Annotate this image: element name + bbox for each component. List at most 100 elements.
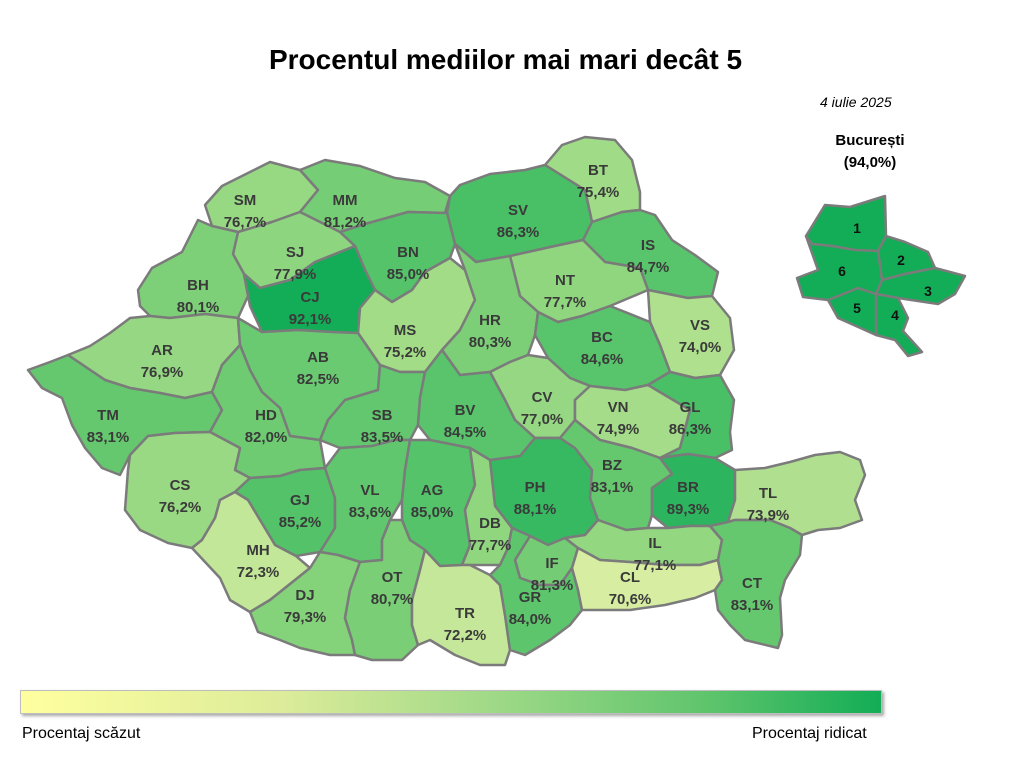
county-mh-value: 72,3% [237, 564, 280, 581]
county-br-value: 89,3% [667, 501, 710, 518]
county-dj-code: DJ [295, 587, 314, 604]
sector-6-label: 6 [838, 263, 846, 279]
county-ot-code: OT [382, 569, 403, 586]
county-ph-code: PH [525, 479, 546, 496]
county-sb-code: SB [372, 407, 393, 424]
county-cj-code: CJ [300, 289, 319, 306]
county-vs-code: VS [690, 317, 710, 334]
county-ct-value: 83,1% [731, 597, 774, 614]
sector-5-label: 5 [853, 300, 861, 316]
bucharest-sectors-map [795, 194, 967, 358]
county-bz-code: BZ [602, 457, 622, 474]
county-nt-code: NT [555, 272, 575, 289]
county-gl-code: GL [680, 399, 701, 416]
county-tl-value: 73,9% [747, 507, 790, 524]
county-ab-value: 82,5% [297, 371, 340, 388]
county-sv-value: 86,3% [497, 224, 540, 241]
county-vn-code: VN [608, 399, 629, 416]
county-ms-code: MS [394, 322, 417, 339]
county-hr-code: HR [479, 312, 501, 329]
county-bv-code: BV [455, 402, 476, 419]
county-tm-value: 83,1% [87, 429, 130, 446]
county-sv-code: SV [508, 202, 528, 219]
county-ar-code: AR [151, 342, 173, 359]
county-ab-code: AB [307, 349, 329, 366]
county-sm-code: SM [234, 192, 257, 209]
county-db-code: DB [479, 515, 501, 532]
county-vn-value: 74,9% [597, 421, 640, 438]
county-dj-value: 79,3% [284, 609, 327, 626]
county-bt-value: 75,4% [577, 184, 620, 201]
county-db-value: 77,7% [469, 537, 512, 554]
county-cl-region[interactable] [570, 546, 724, 612]
county-hd-code: HD [255, 407, 277, 424]
county-vl-code: VL [360, 482, 379, 499]
county-cl-value: 70,6% [609, 591, 652, 608]
sector-4-region[interactable] [874, 292, 924, 358]
county-bc-code: BC [591, 329, 613, 346]
county-mh-code: MH [246, 542, 269, 559]
county-ct-code: CT [742, 575, 762, 592]
county-sm-value: 76,7% [224, 214, 267, 231]
county-mh-region[interactable] [190, 490, 312, 614]
county-cs-value: 76,2% [159, 499, 202, 516]
county-if-code: IF [545, 555, 558, 572]
county-ag-code: AG [421, 482, 444, 499]
county-bh-code: BH [187, 277, 209, 294]
county-bn-value: 85,0% [387, 266, 430, 283]
sector-1-region[interactable] [804, 194, 888, 253]
county-is-code: IS [641, 237, 655, 254]
county-ct-region[interactable] [708, 518, 804, 650]
sector-2-label: 2 [897, 252, 905, 268]
county-il-code: IL [648, 535, 661, 552]
county-il-value: 77,1% [634, 557, 677, 574]
county-gr-value: 84,0% [509, 611, 552, 628]
county-bv-value: 84,5% [444, 424, 487, 441]
county-ph-value: 88,1% [514, 501, 557, 518]
county-br-code: BR [677, 479, 699, 496]
county-ar-value: 76,9% [141, 364, 184, 381]
county-cl-code: CL [620, 569, 640, 586]
county-gj-value: 85,2% [279, 514, 322, 531]
county-vl-value: 83,6% [349, 504, 392, 521]
county-sj-code: SJ [286, 244, 304, 261]
bucharest-name: București [835, 132, 905, 149]
bucharest-label: București (94,0%) [800, 130, 940, 174]
county-mm-code: MM [333, 192, 358, 209]
map-title: Procentul mediilor mai mari decât 5 [268, 44, 743, 75]
county-bz-value: 83,1% [591, 479, 634, 496]
county-cs-code: CS [170, 477, 191, 494]
legend-low-label: Procentaj scăzut [22, 725, 141, 742]
county-ms-value: 75,2% [384, 344, 427, 361]
county-tr-value: 72,2% [444, 627, 487, 644]
county-bt-code: BT [588, 162, 608, 179]
county-bc-value: 84,6% [581, 351, 624, 368]
county-ag-value: 85,0% [411, 504, 454, 521]
county-tr-code: TR [455, 605, 475, 622]
county-nt-value: 77,7% [544, 294, 587, 311]
sector-1-label: 1 [853, 220, 861, 236]
county-cv-value: 77,0% [521, 411, 564, 428]
county-is-value: 84,7% [627, 259, 670, 276]
county-hr-value: 80,3% [469, 334, 512, 351]
county-sj-value: 77,9% [274, 266, 317, 283]
county-tm-code: TM [97, 407, 119, 424]
county-gr-code: GR [519, 589, 542, 606]
county-gl-value: 86,3% [669, 421, 712, 438]
county-vs-value: 74,0% [679, 339, 722, 356]
county-mm-value: 81,2% [324, 214, 367, 231]
sector-6-region[interactable] [795, 234, 884, 302]
county-hd-value: 82,0% [245, 429, 288, 446]
legend-high-label: Procentaj ridicat [752, 725, 867, 742]
legend-gradient-bar [20, 690, 882, 714]
county-gl-region[interactable] [646, 370, 736, 460]
county-gj-code: GJ [290, 492, 310, 509]
sector-4-label: 4 [891, 307, 899, 323]
county-if-value: 81,3% [531, 577, 574, 594]
county-db-region[interactable] [460, 446, 514, 567]
county-bn-code: BN [397, 244, 419, 261]
date-label: 4 iulie 2025 [820, 94, 892, 110]
sector-3-label: 3 [924, 283, 932, 299]
bucharest-value: (94,0%) [843, 154, 897, 171]
